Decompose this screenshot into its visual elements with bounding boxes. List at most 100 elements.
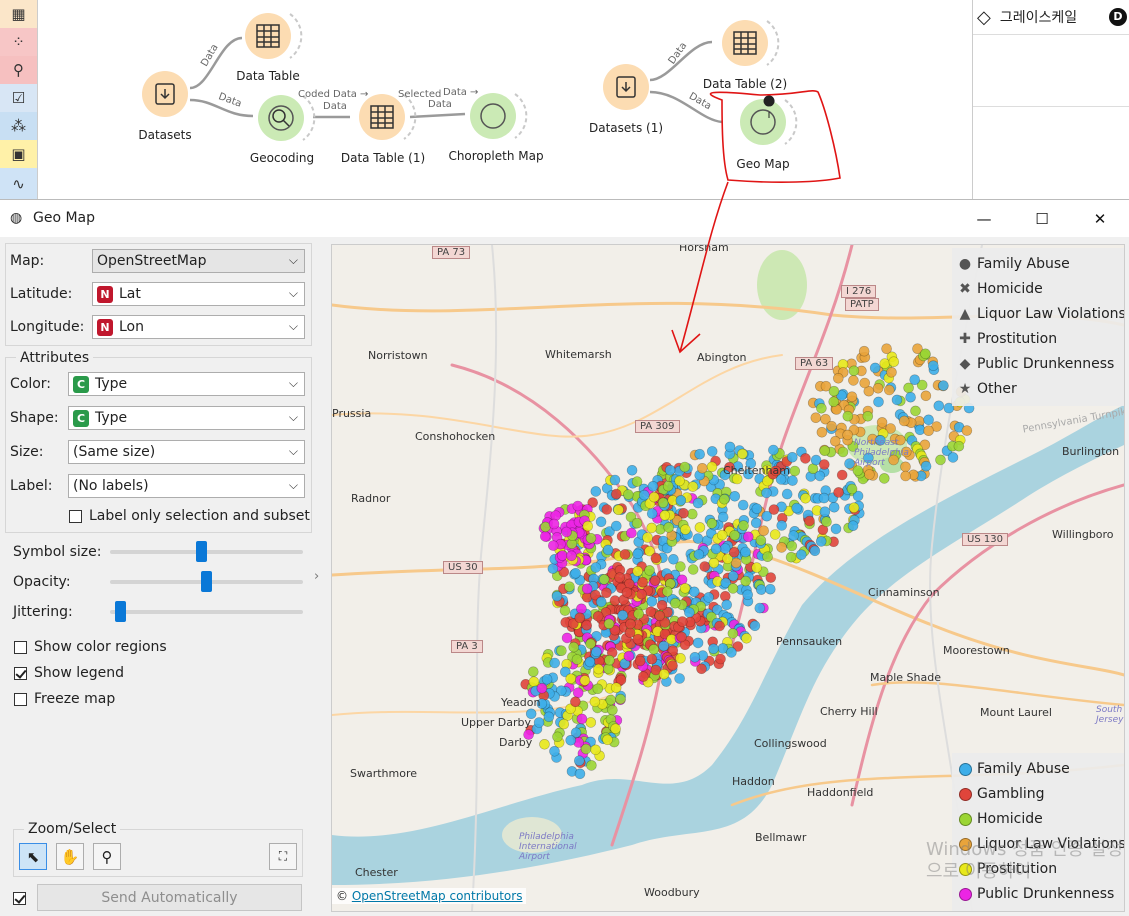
crime-point[interactable] [903, 382, 914, 394]
crime-point[interactable] [590, 744, 601, 756]
crime-point[interactable] [787, 475, 798, 486]
minimize-button[interactable]: — [976, 209, 992, 228]
crime-point[interactable] [775, 474, 787, 485]
freeze-map-checkbox[interactable]: Freeze map [14, 691, 115, 707]
window-titlebar[interactable]: ◍ Geo Map — ☐ ✕ [0, 200, 1129, 237]
crime-point[interactable] [781, 488, 793, 500]
crime-point[interactable] [789, 465, 801, 477]
crime-point[interactable] [642, 532, 653, 543]
crime-point[interactable] [737, 499, 749, 511]
crime-point[interactable] [912, 343, 923, 354]
crime-point[interactable] [885, 423, 896, 434]
crime-point[interactable] [832, 373, 844, 384]
crime-point[interactable] [675, 495, 687, 506]
crime-point[interactable] [724, 462, 735, 473]
crime-point[interactable] [703, 592, 715, 603]
crime-point[interactable] [791, 502, 803, 514]
crime-point[interactable] [632, 565, 644, 577]
crime-point[interactable] [852, 490, 864, 502]
crime-point[interactable] [916, 379, 928, 391]
crime-point[interactable] [605, 694, 617, 706]
crime-point[interactable] [716, 529, 728, 541]
crime-point[interactable] [572, 687, 584, 699]
crime-point[interactable] [590, 486, 602, 497]
crime-point[interactable] [528, 666, 539, 678]
crime-point[interactable] [603, 618, 615, 630]
crime-point[interactable] [646, 596, 658, 607]
crime-point[interactable] [585, 532, 597, 544]
slider-handle[interactable] [115, 601, 126, 622]
crime-point[interactable] [862, 411, 874, 422]
pan-button[interactable]: ✋ [56, 843, 84, 870]
crime-point[interactable] [886, 367, 897, 378]
crime-point[interactable] [715, 653, 726, 665]
crime-point[interactable] [613, 504, 624, 516]
crime-point[interactable] [846, 483, 858, 495]
crime-point[interactable] [598, 574, 610, 585]
slider-handle[interactable] [196, 541, 207, 562]
checkbox-box[interactable] [13, 892, 26, 905]
crime-point[interactable] [667, 660, 678, 671]
unsupervised-category-icon[interactable]: ⁂ [0, 112, 37, 141]
crime-point[interactable] [637, 671, 649, 682]
crime-point[interactable] [525, 708, 537, 720]
crime-point[interactable] [632, 548, 644, 560]
slider-handle[interactable] [201, 571, 212, 592]
map-view[interactable]: Horsham Norristown Whitemarsh Abington P… [331, 244, 1125, 912]
crime-point[interactable] [570, 567, 581, 579]
crime-point[interactable] [686, 508, 698, 520]
crime-point[interactable] [927, 360, 939, 371]
crime-point[interactable] [658, 640, 670, 652]
crime-point[interactable] [727, 570, 739, 582]
crime-point[interactable] [722, 553, 733, 565]
crime-point[interactable] [714, 620, 725, 632]
crime-point[interactable] [676, 616, 688, 627]
crime-point[interactable] [869, 362, 881, 374]
crime-point[interactable] [933, 400, 945, 412]
crime-point[interactable] [669, 597, 681, 609]
crime-point[interactable] [548, 518, 560, 530]
crime-point[interactable] [625, 511, 637, 523]
crime-point[interactable] [728, 546, 740, 558]
crime-point[interactable] [717, 511, 729, 523]
crime-point[interactable] [754, 602, 766, 614]
crime-point[interactable] [786, 540, 798, 552]
show-legend-checkbox[interactable]: Show legend [14, 665, 124, 681]
crime-point[interactable] [676, 631, 687, 643]
crime-point[interactable] [645, 606, 657, 618]
crime-point[interactable] [727, 583, 739, 594]
crime-point[interactable] [572, 500, 584, 512]
crime-point[interactable] [590, 589, 601, 601]
crime-point[interactable] [654, 610, 666, 622]
crime-point[interactable] [852, 465, 864, 476]
crime-point[interactable] [876, 417, 888, 428]
close-button[interactable]: ✕ [1093, 209, 1107, 228]
crime-point[interactable] [872, 383, 884, 394]
crime-point[interactable] [745, 458, 757, 469]
crime-point[interactable] [632, 633, 644, 645]
crime-point[interactable] [724, 441, 736, 453]
crime-point[interactable] [649, 575, 661, 586]
crime-point[interactable] [726, 647, 737, 658]
crime-point[interactable] [617, 609, 629, 621]
crime-point[interactable] [689, 651, 701, 663]
crime-point[interactable] [650, 664, 662, 676]
crime-point[interactable] [591, 646, 602, 658]
symbol-size-slider[interactable] [110, 541, 303, 562]
crime-point[interactable] [708, 643, 719, 655]
crime-point[interactable] [837, 446, 849, 458]
crime-point[interactable] [818, 492, 830, 504]
crime-point[interactable] [602, 544, 614, 556]
crime-point[interactable] [731, 473, 743, 485]
crime-point[interactable] [648, 643, 660, 655]
show-color-regions-checkbox[interactable]: Show color regions [14, 639, 167, 655]
timeseries-category-icon[interactable]: ∿ [0, 168, 37, 199]
crime-point[interactable] [593, 663, 604, 675]
crime-point[interactable] [658, 668, 670, 680]
crime-point[interactable] [551, 590, 563, 602]
crime-point[interactable] [847, 520, 859, 532]
crime-point[interactable] [721, 599, 733, 611]
crime-point[interactable] [900, 446, 912, 458]
crime-point[interactable] [873, 396, 884, 408]
crime-point[interactable] [776, 542, 787, 553]
